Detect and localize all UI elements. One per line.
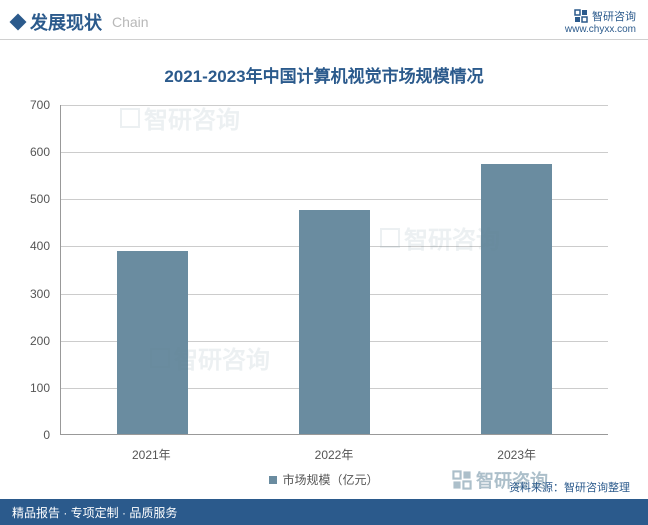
y-tick-label: 300 xyxy=(30,287,50,301)
brand-icon xyxy=(574,9,588,23)
bar xyxy=(117,251,188,434)
footer-text: 精品报告 · 专项定制 · 品质服务 xyxy=(12,504,177,521)
legend-label: 市场规模（亿元） xyxy=(282,471,378,488)
header-right: 智研咨询 www.chyxx.com xyxy=(565,8,636,35)
header-left: 发展现状 Chain xyxy=(12,9,149,35)
bar xyxy=(299,210,370,434)
header-subtitle: Chain xyxy=(112,14,149,30)
header-title: 发展现状 xyxy=(30,9,102,35)
y-tick-label: 400 xyxy=(30,239,50,253)
y-tick-label: 600 xyxy=(30,145,50,159)
grid-line xyxy=(61,105,608,106)
y-tick-label: 500 xyxy=(30,192,50,206)
y-axis: 0100200300400500600700 xyxy=(20,105,55,435)
x-tick-label: 2022年 xyxy=(315,446,354,463)
brand-name: 智研咨询 xyxy=(592,8,636,24)
legend-swatch xyxy=(269,476,277,484)
page-footer: 精品报告 · 专项定制 · 品质服务 xyxy=(0,499,648,525)
x-tick-label: 2023年 xyxy=(497,446,536,463)
bar xyxy=(481,164,552,434)
source-note: 资料来源：智研咨询整理 xyxy=(509,479,630,495)
chart-container: 2021-2023年中国计算机视觉市场规模情况 0 100 200 300 400 500… xyxy=(0,40,648,494)
plot-area xyxy=(60,105,608,435)
brand-row: 智研咨询 xyxy=(565,8,636,24)
y-tick-label: 200 xyxy=(30,334,50,348)
page-header: 发展现状 Chain 智研咨询 www.chyxx.com xyxy=(0,0,648,40)
grid-line xyxy=(61,152,608,153)
brand-url: www.chyxx.com xyxy=(565,24,636,35)
y-tick-label: 700 xyxy=(30,98,50,112)
x-axis: 2021年 2022年 2023年 xyxy=(60,440,608,465)
diamond-icon xyxy=(10,13,27,30)
x-tick-label: 2021年 xyxy=(132,446,171,463)
chart-area: 0100200300400500600700 2021年2022年2023年 xyxy=(60,105,608,465)
chart-title: 2021-2023年中国计算机视觉市场规模情况 xyxy=(20,50,628,105)
brand-logo-icon xyxy=(452,470,472,490)
y-tick-label: 0 xyxy=(43,428,50,442)
y-tick-label: 100 xyxy=(30,381,50,395)
